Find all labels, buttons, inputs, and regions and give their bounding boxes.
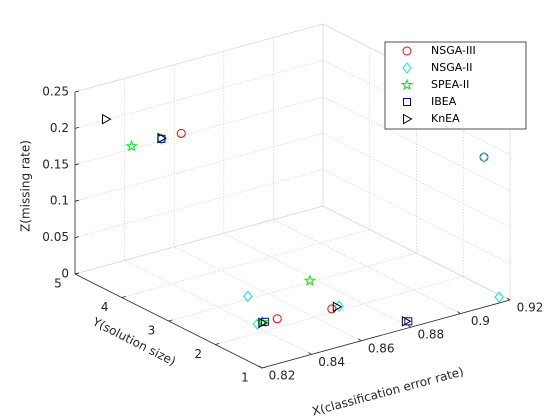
grid-line [168,252,417,322]
legend-marker [403,98,411,106]
grid-line [322,169,511,264]
y-tick [168,319,173,322]
grid-line [121,229,370,298]
y-tick-label: 1 [241,371,249,385]
y-tick [121,296,126,298]
point [157,132,167,144]
y-tick-label: 5 [54,277,62,291]
legend-marker [402,46,412,56]
z-axis-label: Z(missing rate) [19,140,33,232]
legend-label: KnEA [431,112,460,125]
x-tick [407,324,412,328]
z-tick-label: 0.2 [50,121,69,135]
point [479,152,489,162]
legend-marker [400,78,414,91]
point [243,290,253,303]
x-tick-label: 0.9 [471,314,490,328]
grid-line [74,205,324,275]
point [303,274,317,287]
y-tick-label: 4 [101,300,109,314]
x-tick-label: 0.82 [269,369,296,383]
point [258,317,268,329]
z-tick-label: 0.25 [42,85,69,99]
z-tick [74,163,80,166]
y-tick [74,272,80,275]
grid-line [74,60,324,129]
legend-marker [402,62,412,74]
point [272,314,282,324]
point [125,139,138,152]
point [404,317,413,326]
legend: NSGA-III NSGA-II SPEA-II IBEA KnEA [384,41,527,130]
point [479,151,489,163]
z-tick [74,90,80,93]
grid-line [322,205,511,301]
grid-line [322,96,511,192]
y-axis-label: Y(solution size) [89,314,178,368]
legend-marker [403,113,413,125]
x-tick [357,338,362,342]
z-tick [74,199,80,202]
y-tick [215,343,220,345]
point [176,128,186,138]
legend-label: NSGA-III [431,44,476,57]
x-tick [457,311,461,314]
y-tick-label: 3 [148,324,156,338]
wall-edge [74,205,324,275]
x-tick [506,297,511,301]
legend-label: IBEA [431,95,457,108]
z-tick-label: 0.05 [42,230,69,244]
grid-line [322,205,511,301]
point [401,315,412,327]
y-tick-label: 2 [194,347,202,361]
x-tick-label: 0.84 [318,355,345,369]
point [494,291,504,303]
grid-line [74,132,324,202]
z-tick-label: 0.15 [42,157,69,171]
grid-line [124,260,312,355]
x-axis-label: X(classification error rate) [311,365,466,419]
point [102,113,112,125]
grid-line [322,60,511,155]
grid-line [74,23,324,93]
grid-line [74,96,324,166]
x-tick [308,352,312,355]
marks [102,113,504,331]
grid-line [322,132,511,228]
point [327,304,337,314]
grid-line [174,246,362,342]
legend-label: NSGA-II [431,61,472,74]
x-tick-label: 0.86 [368,341,395,355]
z-tick-label: 0.1 [50,194,69,208]
x-axis [261,299,511,369]
x-tick-label: 0.92 [517,301,544,315]
point [332,301,343,313]
y-axis [74,273,263,369]
point [260,317,269,326]
grid-line [74,169,324,238]
grid-line [215,276,464,345]
x-tick-label: 0.88 [417,328,444,342]
legend-label: SPEA-II [431,78,469,91]
axes: 0 0.05 0.1 0.15 0.2 0.25 0.82 0.84 0.86 0.88 0.9 0.… [42,85,543,385]
z-tick [74,127,80,129]
z-tick-label: 0 [61,267,69,281]
grid-line [273,219,461,314]
grid-line [223,232,411,328]
z-tick [74,236,80,238]
